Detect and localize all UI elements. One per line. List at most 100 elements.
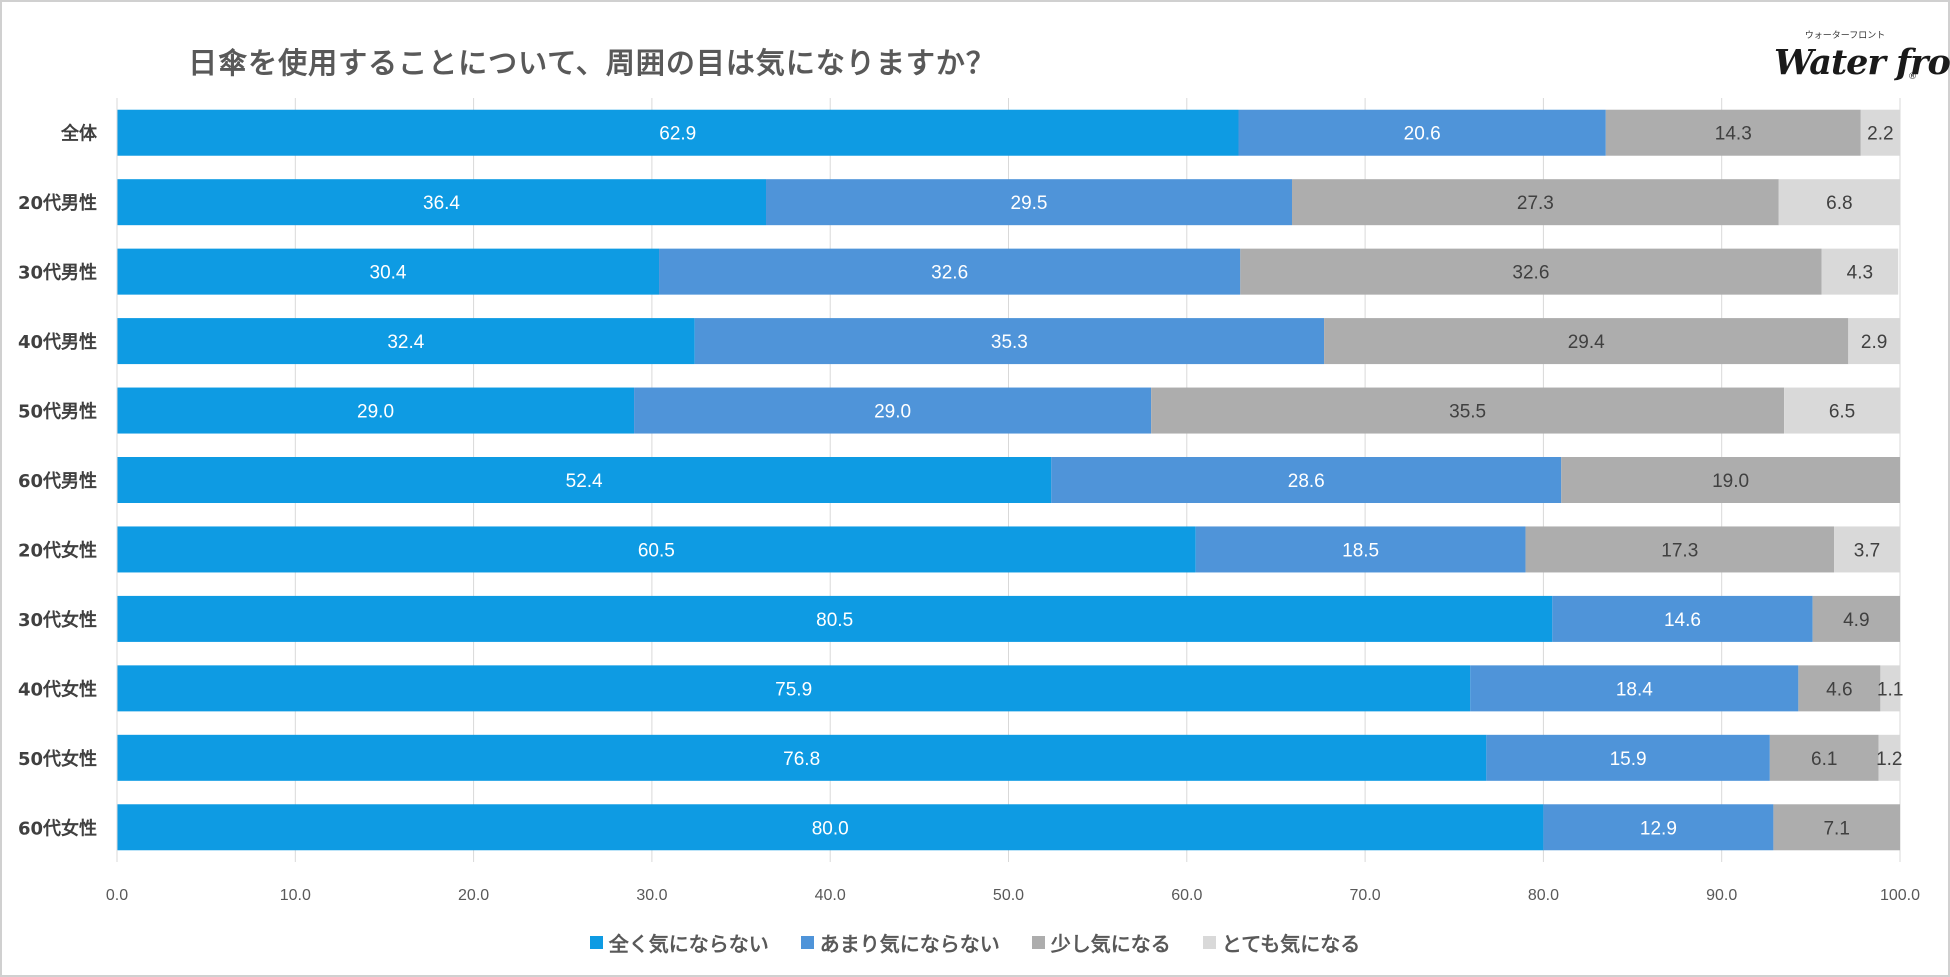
bar-segment — [117, 109, 1239, 156]
bar-segment — [1605, 109, 1861, 156]
bar-segment — [1821, 248, 1899, 295]
data-label: 60.5 — [638, 540, 675, 561]
bar-chart-plot: 0.0 10.0 20.0 30.0 40.0 50.0 60.0 70.0 80.0 90.0 1… — [18, 98, 1920, 904]
bar-segment — [1195, 526, 1526, 573]
legend-swatch — [1031, 936, 1045, 949]
bar-segment — [634, 387, 1152, 434]
x-tick-label: 40.0 — [815, 887, 846, 904]
bar-segment — [1486, 734, 1770, 781]
data-label: 75.9 — [775, 679, 812, 700]
data-label: 6.1 — [1811, 749, 1837, 770]
waterfront-logo: ウォーターフロント Water front ® — [1770, 28, 1950, 98]
logo-registered-mark: ® — [1908, 72, 1917, 82]
bar-segment — [1291, 179, 1779, 226]
data-label: 30.4 — [370, 263, 407, 284]
data-label: 4.3 — [1847, 263, 1873, 284]
logo-wordmark: Water front — [1774, 42, 1950, 83]
data-label: 20.6 — [1404, 124, 1441, 145]
data-label: 32.4 — [387, 332, 424, 353]
x-tick-label: 70.0 — [1350, 887, 1381, 904]
category-label: 30代男性 — [18, 262, 97, 284]
data-label: 32.6 — [1512, 263, 1549, 284]
data-label: 80.0 — [812, 818, 849, 839]
category-label: 50代女性 — [18, 748, 97, 770]
data-label: 35.3 — [991, 332, 1028, 353]
bar-segment — [1769, 734, 1879, 781]
bar-segment — [1543, 804, 1774, 851]
x-tick-label: 80.0 — [1528, 887, 1559, 904]
bar-segment — [694, 318, 1325, 365]
data-label: 6.5 — [1829, 402, 1855, 423]
data-label: 62.9 — [659, 124, 696, 145]
data-label: 18.5 — [1342, 540, 1379, 561]
data-label: 6.8 — [1826, 193, 1852, 214]
data-label: 29.4 — [1568, 332, 1605, 353]
bar-segment — [1773, 804, 1900, 851]
bar-segment — [117, 734, 1487, 781]
legend-swatch — [589, 936, 603, 949]
bar-segment — [117, 248, 660, 295]
bar-segment — [117, 179, 767, 226]
data-label: 80.5 — [816, 610, 853, 631]
bar-segment — [117, 457, 1052, 503]
bar-segment — [1798, 665, 1881, 712]
data-label: 19.0 — [1712, 471, 1749, 492]
bar-segment — [1848, 318, 1900, 365]
legend-label: とても気になる — [1221, 932, 1361, 956]
x-tick-label: 30.0 — [636, 887, 667, 904]
category-label: 20代男性 — [18, 192, 97, 214]
bar-segment — [1878, 734, 1900, 781]
data-label: 36.4 — [423, 193, 460, 214]
logo-kana: ウォーターフロント — [1804, 31, 1886, 41]
bar-segment — [766, 179, 1292, 226]
data-label: 32.6 — [931, 263, 968, 284]
data-label: 29.0 — [357, 402, 394, 423]
data-label: 7.1 — [1823, 818, 1849, 839]
data-label: 1.2 — [1876, 749, 1902, 770]
category-label: 40代女性 — [18, 678, 97, 700]
x-tick-label: 60.0 — [1171, 887, 1202, 904]
chart-legend: 全く気にならない あまり気にならない 少し気になる とても気になる — [2, 928, 1948, 957]
bar-segment — [117, 318, 695, 365]
x-tick-label: 20.0 — [458, 887, 489, 904]
data-label: 2.2 — [1867, 124, 1893, 145]
legend-label: 少し気になる — [1050, 932, 1171, 956]
data-label: 28.6 — [1288, 471, 1325, 492]
bar-segment — [1151, 387, 1785, 434]
data-label: 76.8 — [783, 749, 820, 770]
category-label: 40代男性 — [18, 331, 97, 353]
bar-segment — [1525, 526, 1835, 573]
x-tick-label: 50.0 — [993, 887, 1024, 904]
data-label: 4.6 — [1826, 679, 1852, 700]
category-label: 30代女性 — [18, 609, 97, 631]
bar-segment — [1880, 665, 1900, 712]
legend-item: 全く気にならない — [589, 928, 769, 957]
bar-segment — [1561, 457, 1900, 503]
legend-label: あまり気にならない — [819, 932, 1000, 956]
data-label: 3.7 — [1854, 540, 1880, 561]
category-label: 全体 — [60, 123, 98, 145]
chart-title: 日傘を使用することについて、周囲の目は気になりますか？ — [188, 46, 996, 80]
data-label: 35.5 — [1449, 402, 1486, 423]
category-label: 20代女性 — [18, 539, 97, 561]
legend-swatch — [1202, 936, 1216, 949]
legend-item: あまり気にならない — [800, 928, 1000, 957]
data-label: 17.3 — [1661, 540, 1698, 561]
bar-segment — [117, 804, 1544, 851]
bar-segment — [659, 248, 1241, 295]
bar-segment — [1324, 318, 1849, 365]
data-label: 52.4 — [566, 471, 603, 492]
data-label: 29.0 — [874, 402, 911, 423]
data-label: 2.9 — [1861, 332, 1887, 353]
bar-segment — [1552, 595, 1813, 642]
data-label: 1.1 — [1877, 679, 1903, 700]
bar-segment — [1784, 387, 1900, 434]
data-label: 14.6 — [1664, 610, 1701, 631]
x-tick-label: 100.0 — [1880, 887, 1920, 904]
bar-segment — [1238, 109, 1606, 156]
bar-segment — [117, 387, 635, 434]
bar-segment — [1812, 595, 1900, 642]
data-label: 18.4 — [1616, 679, 1653, 700]
bar-segment — [1834, 526, 1900, 573]
